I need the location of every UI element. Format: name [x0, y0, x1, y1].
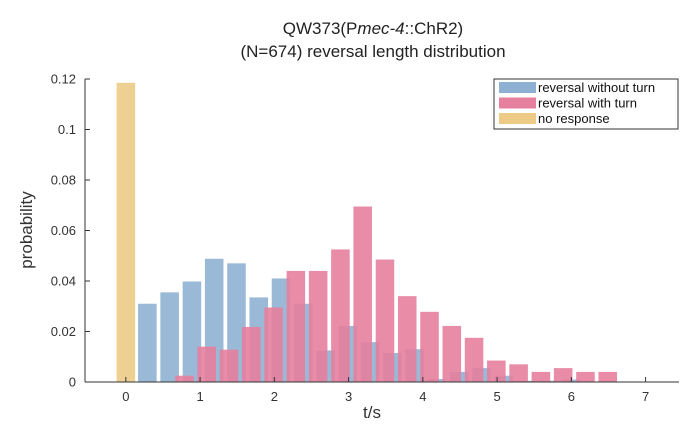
bar: [138, 303, 157, 382]
bar: [576, 371, 595, 382]
bar: [442, 325, 462, 382]
bar: [308, 270, 328, 382]
y-tick-label: 0.02: [51, 324, 76, 339]
bar: [397, 296, 417, 382]
ticks-layer: 0 1 2 3 4 5 6 7 0 0.02 0.04 0.06 0.08 0.1 0.12: [51, 72, 650, 405]
y-tick-label: 0.06: [51, 223, 76, 238]
y-tick-label: 0.12: [51, 72, 76, 87]
y-tick-label: 0.1: [58, 122, 76, 137]
chart-title-italic: mec-4: [357, 19, 404, 38]
bar: [487, 360, 506, 382]
bar: [331, 249, 350, 382]
y-tick-label: 0.08: [51, 173, 76, 188]
x-tick-label: 1: [196, 389, 203, 404]
bar: [553, 368, 573, 382]
series-1: [175, 206, 617, 382]
bar: [264, 307, 283, 382]
x-tick-label: 7: [642, 389, 649, 404]
chart-title-prefix: QW373(P: [283, 19, 358, 38]
legend-label: reversal with turn: [538, 96, 637, 111]
bar: [375, 259, 395, 382]
bar: [242, 326, 261, 382]
bar: [219, 349, 239, 382]
chart-title-line-1: QW373(Pmec-4::ChR2): [283, 19, 463, 38]
legend-swatch: [499, 82, 536, 93]
bar: [509, 364, 528, 382]
bar: [175, 375, 194, 382]
chart-title-suffix: ::ChR2): [405, 19, 464, 38]
chart-title-line-2: (N=674) reversal length distribution: [240, 42, 505, 61]
x-axis-label: t/s: [363, 403, 381, 422]
bar: [464, 337, 484, 382]
bar: [353, 206, 372, 382]
legend-label: no response: [538, 111, 610, 126]
y-tick-label: 0: [69, 375, 76, 390]
x-tick-label: 5: [493, 389, 500, 404]
x-tick-label: 2: [271, 389, 278, 404]
y-axis-label: probability: [17, 191, 36, 269]
bar: [182, 281, 202, 382]
bar: [420, 311, 439, 382]
legend-label: reversal without turn: [538, 80, 655, 95]
legend-swatch: [499, 113, 536, 124]
bar: [531, 371, 551, 382]
bar: [598, 371, 617, 382]
bar: [160, 292, 179, 382]
bar: [286, 270, 306, 382]
series-2: [116, 82, 136, 382]
x-tick-label: 4: [419, 389, 426, 404]
x-tick-label: 6: [568, 389, 575, 404]
x-tick-label: 3: [345, 389, 352, 404]
bar: [197, 346, 217, 382]
legend-swatch: [499, 97, 536, 109]
x-tick-label: 0: [122, 389, 129, 404]
bar: [116, 82, 136, 382]
y-tick-label: 0.04: [51, 274, 76, 289]
bars-layer: [116, 82, 617, 382]
